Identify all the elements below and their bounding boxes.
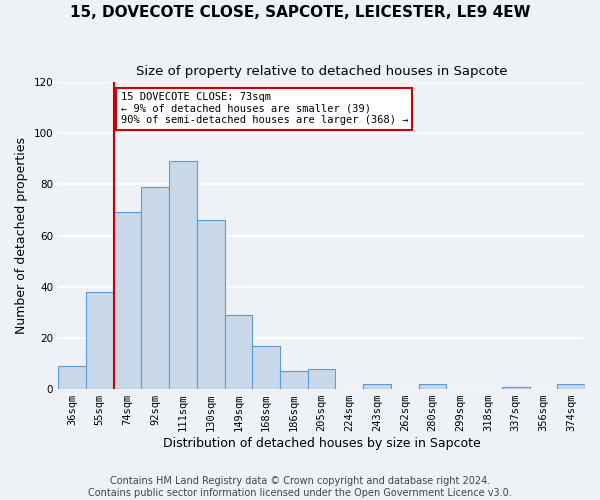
- Text: 15 DOVECOTE CLOSE: 73sqm
← 9% of detached houses are smaller (39)
90% of semi-de: 15 DOVECOTE CLOSE: 73sqm ← 9% of detache…: [121, 92, 408, 126]
- Bar: [419, 384, 446, 389]
- Bar: [169, 162, 197, 389]
- X-axis label: Distribution of detached houses by size in Sapcote: Distribution of detached houses by size …: [163, 437, 481, 450]
- Bar: [252, 346, 280, 389]
- Bar: [502, 386, 530, 389]
- Y-axis label: Number of detached properties: Number of detached properties: [15, 137, 28, 334]
- Text: Contains HM Land Registry data © Crown copyright and database right 2024.
Contai: Contains HM Land Registry data © Crown c…: [88, 476, 512, 498]
- Bar: [86, 292, 113, 389]
- Bar: [224, 315, 252, 389]
- Bar: [58, 366, 86, 389]
- Bar: [557, 384, 585, 389]
- Bar: [197, 220, 224, 389]
- Bar: [363, 384, 391, 389]
- Text: 15, DOVECOTE CLOSE, SAPCOTE, LEICESTER, LE9 4EW: 15, DOVECOTE CLOSE, SAPCOTE, LEICESTER, …: [70, 5, 530, 20]
- Bar: [280, 371, 308, 389]
- Bar: [113, 212, 142, 389]
- Title: Size of property relative to detached houses in Sapcote: Size of property relative to detached ho…: [136, 65, 508, 78]
- Bar: [142, 187, 169, 389]
- Bar: [308, 368, 335, 389]
